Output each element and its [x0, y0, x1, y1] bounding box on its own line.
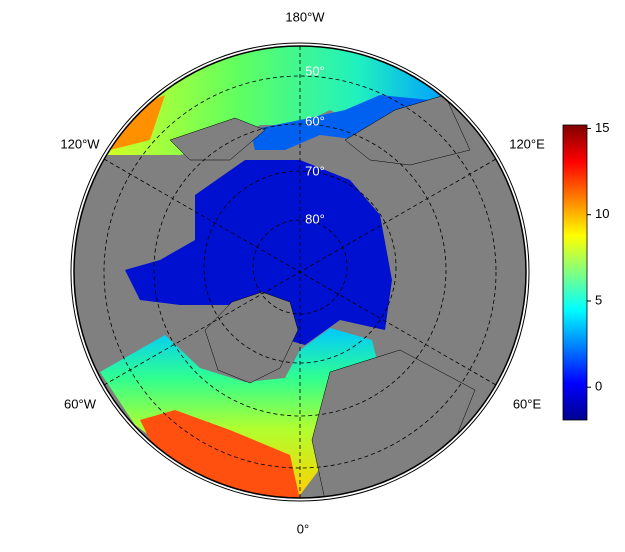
atlantic [100, 328, 382, 495]
lon-label: 0° [297, 521, 309, 536]
pacific-warm [110, 95, 165, 150]
arctic-ocean [125, 160, 392, 345]
greenland [204, 291, 299, 384]
map-body [74, 46, 526, 498]
lon-label: 60°E [513, 396, 542, 411]
lat-label: 70° [305, 163, 325, 178]
lat-label: 50° [305, 63, 325, 78]
colorbar-tick-label: 0 [595, 379, 602, 394]
colorbar [562, 124, 588, 421]
colorbar-tick-label: 15 [595, 120, 609, 135]
lat-label: 80° [305, 211, 325, 226]
atlantic-warm [140, 410, 300, 498]
graticule [103, 46, 497, 498]
lon-label: 180°W [285, 9, 325, 24]
siberia [344, 94, 471, 166]
map-frame-outer [70, 42, 530, 502]
lon-label: 120°W [60, 136, 100, 151]
colorbar-tick-label: 5 [595, 292, 602, 307]
colorbar-tick-label: 10 [595, 206, 609, 221]
lat-label: 60° [305, 113, 325, 128]
lon-label: 60°W [64, 396, 97, 411]
alaska [169, 117, 266, 161]
pacific [100, 46, 445, 155]
map-frame [73, 45, 527, 499]
lon-label: 120°E [509, 136, 545, 151]
